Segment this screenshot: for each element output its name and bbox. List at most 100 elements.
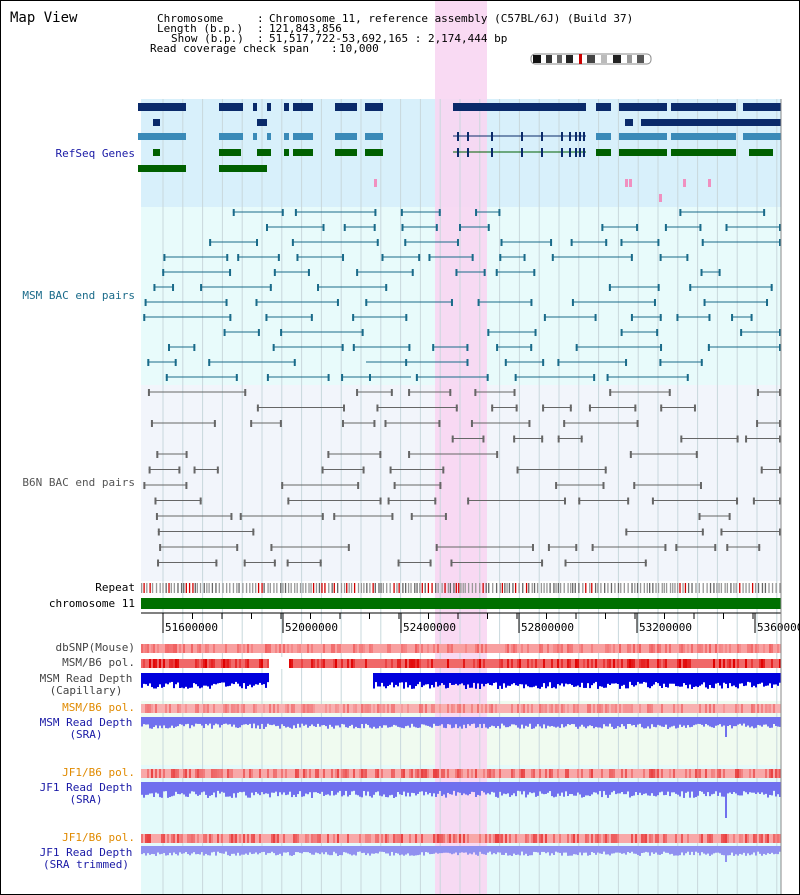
gene-exon [641,119,781,126]
track-label-jf1-b6-pol[interactable]: JF1/B6 pol. [62,766,135,779]
track-label-jf1-depth-sra[interactable]: JF1 Read Depth (SRA) [31,782,141,806]
jf1-depth-trimmed-bin [615,846,617,853]
jf1-depth-trimmed-bin [481,846,483,854]
jf1-depth-trimmed-bin [151,846,153,854]
jf1-depth-sra-bin [305,782,307,794]
msm-depth-capillary-bin [765,673,767,686]
msm-b6-pol-2-bar-bin [305,704,307,713]
repeat-element [353,583,356,593]
msm-depth-capillary-bin [671,673,673,684]
gene-exon [619,133,667,140]
jf1-b6-pol-2-bar-bin [347,834,349,843]
msm-depth-sra-bin [349,717,351,726]
repeat-track[interactable] [141,583,781,593]
msm-b6-pol-2-bar-bin [451,704,453,713]
bac-end [429,559,432,567]
msm-depth-capillary-bin [179,673,181,688]
dbsnp-bar-bin [179,644,181,653]
msm-depth-capillary-bin [469,673,471,688]
jf1-depth-trimmed-bin [399,846,401,856]
repeat-element [302,583,304,593]
msm-depth-capillary-bin [259,673,261,683]
repeat-element [331,583,333,593]
repeat-element [141,583,143,593]
jf1-depth-sra-bin [725,782,727,818]
jf1-depth-trimmed-bin [531,846,533,856]
bac-end [243,559,246,567]
bac-end [342,254,345,261]
repeat-element [679,583,681,593]
msm-depth-capillary-bin [199,673,201,689]
msm-depth-capillary-bin [439,673,441,686]
msm-depth-capillary-bin [221,673,223,683]
track-label-dbsnp[interactable]: dbSNP(Mouse) [55,641,135,654]
jf1-depth-trimmed-bin [541,846,543,852]
msm-b6-pol-2-bar-bin [511,704,513,713]
selection-highlight[interactable] [435,1,487,894]
chromosome-bar[interactable] [141,598,781,609]
bac-end [265,314,268,321]
msm-depth-capillary-bin [485,673,487,684]
bac-end [701,528,704,536]
msm-depth-sra-bin [679,717,681,725]
jf1-depth-sra-bin [703,782,705,794]
dbsnp-bar-bin [681,644,683,653]
bac-end [779,329,781,336]
track-label-msm-bac[interactable]: MSM BAC end pairs [22,289,135,302]
bac-end [542,359,545,366]
repeat-element [441,583,443,593]
track-label-refseq[interactable]: RefSeq Genes [55,147,135,160]
bac-end [466,359,469,366]
jf1-b6-pol-2-bar-bin [599,834,601,843]
repeat-element [238,583,240,593]
bac-end [731,314,734,321]
track-label-msm-depth-sra[interactable]: MSM Read Depth (SRA) [31,717,141,741]
msm-depth-capillary-bin [767,673,769,686]
jf1-depth-trimmed-bin [471,846,473,855]
dbsnp-bar-bin [777,644,779,653]
track-label-b6n-bac[interactable]: B6N BAC end pairs [22,476,135,489]
msm-b6-pol-2-bar-bin [485,704,487,713]
jf1-depth-trimmed-bin [407,846,409,854]
msm-b6-pol-bar-bin [385,659,387,668]
jf1-depth-sra-bin [667,782,669,792]
jf1-depth-trimmed-bin [379,846,381,852]
jf1-depth-sra-bin [617,782,619,794]
msm-depth-sra-bin [171,717,173,726]
jf1-depth-trimmed-bin [239,846,241,856]
jf1-depth-trimmed-bin [667,846,669,853]
jf1-depth-sra-bin [499,782,501,792]
bac-end [779,239,781,246]
jf1-depth-sra-bin [145,782,147,795]
track-label-jf1-b6-pol-2[interactable]: JF1/B6 pol. [62,831,135,844]
msm-depth-capillary-bin [601,673,603,687]
msm-b6-pol-2-bar-bin [293,704,295,713]
msm-depth-capillary-bin [617,673,619,684]
jf1-depth-trimmed-bin [165,846,167,856]
msm-depth-capillary-bin [685,673,687,686]
repeat-element [646,583,648,593]
track-label-msm-b6-pol[interactable]: MSM/B6 pol. [62,656,135,669]
repeat-element [199,583,202,593]
jf1-depth-sra-bin [419,782,421,792]
jf1-b6-pol-2-bar-bin [295,834,297,843]
dbsnp-bar-bin [333,644,335,653]
jf1-b6-pol-bar-bin [219,769,221,778]
axis-tick-label: 52400000 [403,621,456,634]
dbsnp-bar-bin [659,644,661,653]
track-label-jf1-depth-trimmed[interactable]: JF1 Read Depth (SRA trimmed) [31,847,141,871]
bac-end [620,329,623,336]
jf1-depth-sra-bin [557,782,559,794]
b6n-bac-end-pairs[interactable] [143,389,781,567]
chromosome-ideogram[interactable] [530,53,652,65]
polymorphism-and-depth-tracks[interactable] [141,99,782,894]
refseq-gene-models[interactable] [138,103,781,202]
jf1-b6-pol-bar-bin [411,769,413,778]
track-label-msm-depth-capillary[interactable]: MSM Read Depth (Capillary) [31,673,141,697]
jf1-depth-sra-bin [443,782,445,795]
bac-end [379,497,382,505]
msm-bac-end-pairs[interactable] [143,209,781,381]
header-value-chromosome: Chromosome 11, reference assembly (C57BL… [269,12,634,25]
track-label-msm-b6-pol-2[interactable]: MSM/B6 pol. [62,701,135,714]
